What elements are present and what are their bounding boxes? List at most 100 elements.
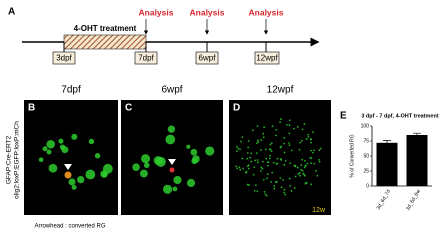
- time-label: 7dpf: [138, 54, 154, 63]
- cell: [68, 178, 76, 186]
- cell: [261, 167, 264, 170]
- cell: [290, 149, 293, 152]
- cell: [46, 149, 52, 155]
- cell: [46, 140, 56, 149]
- cell: [262, 178, 265, 181]
- error-bar: [383, 140, 391, 146]
- time-label: 6wpf: [199, 54, 217, 63]
- cell: [268, 148, 271, 151]
- cell: [270, 150, 273, 153]
- cell: [265, 157, 268, 160]
- cell: [143, 162, 150, 169]
- panel-title: 7dpf: [61, 85, 81, 96]
- stamp: 12w: [312, 207, 326, 214]
- cell: [305, 138, 308, 140]
- cell: [288, 132, 291, 135]
- cell: [288, 142, 291, 144]
- cell: [294, 175, 297, 178]
- cell: [248, 184, 250, 186]
- cell: [94, 153, 101, 159]
- cell: [298, 148, 301, 151]
- cell: [310, 149, 313, 152]
- arrowhead: [168, 159, 176, 165]
- cell: [283, 163, 286, 166]
- cell: [312, 131, 315, 134]
- cell: [235, 165, 238, 168]
- cell: [256, 139, 259, 142]
- cell: [266, 177, 268, 180]
- panel-letter: C: [125, 103, 132, 114]
- cell: [296, 166, 299, 169]
- time-box: [195, 51, 219, 65]
- cell: [319, 147, 322, 150]
- cell: [263, 190, 266, 193]
- cell: [306, 162, 309, 165]
- cell: [266, 161, 269, 164]
- cell: [275, 134, 277, 137]
- analysis-label: Analysis: [139, 7, 174, 17]
- cell: [240, 140, 242, 143]
- cell: [253, 189, 256, 192]
- cell: [273, 184, 276, 187]
- cell: [313, 162, 316, 165]
- treatment-bar: [63, 34, 147, 50]
- caption: Arrowhead : converted RG: [34, 224, 105, 230]
- cell: [303, 159, 306, 162]
- cell: [256, 125, 259, 128]
- cell: [102, 163, 113, 174]
- cell: [303, 173, 306, 176]
- cell: [236, 145, 238, 148]
- cell: [265, 194, 268, 197]
- cell: [270, 142, 273, 145]
- cell: [254, 159, 257, 162]
- panel-letter: B: [28, 103, 35, 114]
- cell: [304, 164, 307, 167]
- micrograph: [121, 100, 223, 215]
- cell: [303, 123, 306, 125]
- cell: [288, 119, 291, 122]
- cell: [246, 152, 249, 154]
- y-tick-label: 100: [361, 123, 370, 129]
- cell: [266, 164, 269, 167]
- cell: [286, 123, 288, 126]
- cell: [241, 157, 244, 160]
- cell: [288, 144, 291, 146]
- time-box: [134, 51, 158, 65]
- cell: [280, 159, 283, 161]
- cell: [307, 135, 310, 138]
- micrograph: [24, 100, 118, 215]
- y-axis-label: % of Converted RG: [349, 134, 355, 177]
- cell: [247, 167, 250, 170]
- cell: [257, 161, 259, 164]
- cell: [300, 139, 303, 142]
- cell: [283, 142, 286, 145]
- cell: [268, 157, 271, 160]
- cell: [247, 146, 250, 149]
- cell: [263, 126, 266, 128]
- cell: [139, 169, 148, 178]
- cell: [273, 187, 276, 190]
- cell: [283, 188, 286, 191]
- cell: [257, 141, 260, 143]
- cell: [153, 156, 163, 165]
- cell: [205, 146, 215, 156]
- cell: [310, 138, 312, 141]
- cell: [186, 144, 191, 149]
- cell: [310, 183, 312, 186]
- cell: [283, 151, 286, 154]
- cell: [310, 162, 313, 165]
- cell: [280, 145, 283, 148]
- cell: [241, 136, 244, 139]
- panel-title: 6wpf: [161, 85, 182, 96]
- cell: [301, 158, 304, 161]
- cell: [271, 125, 274, 128]
- cell: [315, 170, 317, 172]
- cell: [192, 155, 200, 163]
- cell: [172, 186, 178, 192]
- y-tick-label: 0: [366, 183, 369, 189]
- cell: [301, 128, 304, 131]
- cell: [316, 174, 319, 177]
- cell: [167, 125, 176, 133]
- cell: [293, 187, 296, 189]
- cell: [162, 184, 173, 194]
